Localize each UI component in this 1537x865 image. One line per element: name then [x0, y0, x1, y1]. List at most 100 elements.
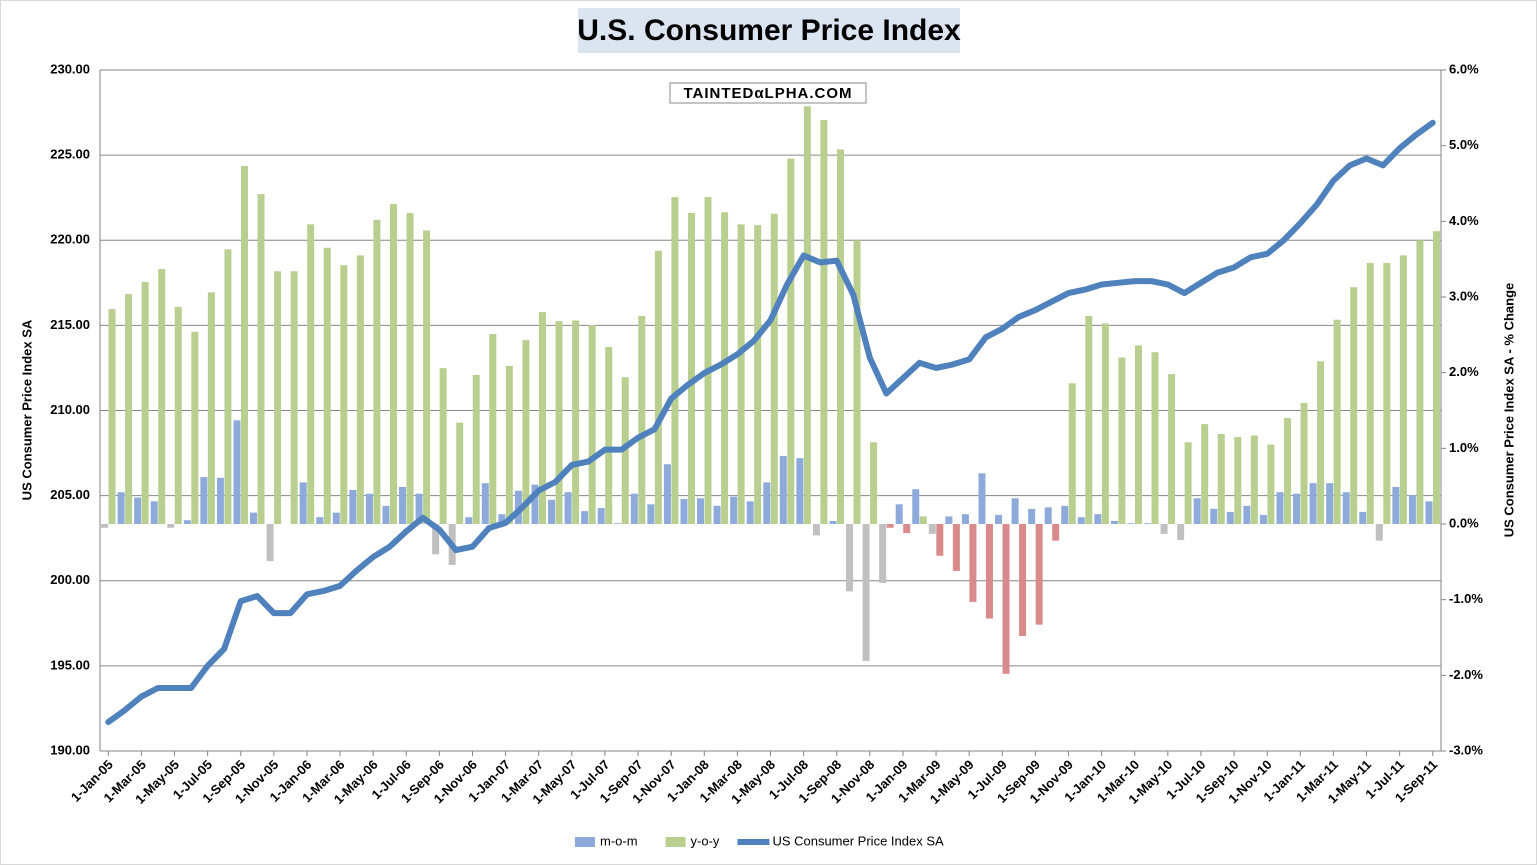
bar: [498, 514, 506, 524]
bar: [870, 442, 878, 524]
bar: [117, 492, 125, 524]
bar: [1416, 240, 1424, 524]
bar: [183, 520, 191, 524]
bar: [687, 213, 695, 524]
y2-tick-label: 0.0%: [1449, 515, 1479, 530]
bar: [820, 119, 828, 524]
legend-label: US Consumer Price Index SA: [772, 833, 944, 848]
bar: [439, 368, 447, 524]
bar: [1144, 523, 1152, 524]
bar: [697, 498, 705, 524]
bar: [1300, 402, 1308, 524]
bar: [605, 346, 613, 524]
line: [105, 119, 1436, 726]
bar: [1077, 517, 1085, 524]
y2-tick-label: 6.0%: [1449, 61, 1479, 76]
y-tick-label: 190.00: [50, 742, 90, 757]
bar: [250, 512, 258, 524]
bar: [316, 517, 324, 524]
bar: [1359, 511, 1367, 524]
y-tick-label: 225.00: [50, 147, 90, 162]
bar: [1151, 352, 1159, 524]
bar: [332, 512, 340, 524]
bar: [1210, 508, 1218, 524]
bar: [266, 524, 274, 562]
bar: [365, 493, 373, 524]
bar: [1118, 357, 1126, 524]
bar: [1317, 361, 1325, 524]
y2-tick-label: 4.0%: [1449, 213, 1479, 228]
bar: [614, 523, 622, 524]
bar: [200, 477, 208, 524]
bar: [216, 477, 224, 524]
legend-swatch: [665, 837, 686, 847]
y-tick-label: 200.00: [50, 572, 90, 587]
bar: [779, 455, 787, 524]
bar: [1035, 524, 1043, 625]
bar: [174, 306, 182, 524]
bar: [522, 340, 530, 524]
bar: [1342, 492, 1350, 524]
y2-tick-label: -2.0%: [1449, 667, 1483, 682]
bar: [746, 501, 754, 524]
bar: [763, 482, 771, 524]
bar: [1425, 501, 1433, 524]
bar: [481, 483, 489, 524]
bar: [1002, 524, 1010, 674]
y2-tick-label: -1.0%: [1449, 591, 1483, 606]
bar: [638, 315, 646, 524]
bar: [846, 524, 854, 592]
bar: [1177, 524, 1185, 540]
bar: [1028, 508, 1036, 524]
bar: [945, 516, 953, 524]
bar: [505, 365, 513, 524]
bar: [233, 420, 241, 524]
bar: [680, 499, 688, 524]
bar: [812, 524, 820, 536]
bar: [389, 203, 397, 524]
bar: [456, 422, 464, 524]
bar: [158, 269, 166, 524]
bar: [630, 493, 638, 524]
bar: [1333, 319, 1341, 524]
bar: [1019, 524, 1027, 636]
bar: [224, 249, 232, 524]
y-tick-label: 210.00: [50, 402, 90, 417]
bar: [323, 247, 331, 525]
y-tick-label: 215.00: [50, 317, 90, 332]
y2-tick-label: 5.0%: [1449, 137, 1479, 152]
bar: [1226, 511, 1234, 524]
bar: [713, 505, 721, 524]
bar: [432, 524, 440, 555]
bar: [862, 524, 870, 661]
bar: [588, 324, 596, 524]
legend-label: m-o-m: [600, 833, 638, 848]
bar: [489, 334, 497, 524]
bar: [1383, 262, 1391, 524]
bar: [1094, 514, 1102, 524]
bar: [1392, 486, 1400, 524]
bar: [1068, 383, 1076, 524]
legend-swatch: [575, 837, 595, 847]
bar: [564, 492, 572, 524]
watermark: TAINTEDαLPHA.COM: [683, 85, 852, 102]
bar: [1011, 498, 1019, 524]
bar: [787, 158, 795, 524]
bar: [1184, 442, 1192, 524]
y-tick-label: 205.00: [50, 487, 90, 502]
bar: [108, 309, 116, 524]
bar: [125, 293, 133, 524]
bar: [399, 486, 407, 524]
bar: [290, 271, 298, 524]
bar: [1432, 231, 1440, 525]
bar: [1293, 493, 1301, 524]
bar: [903, 524, 911, 534]
bar: [796, 458, 804, 524]
y-axis-title: US Consumer Price Index SA: [19, 319, 34, 500]
y2-tick-label: -3.0%: [1449, 742, 1483, 757]
bar: [1276, 492, 1284, 524]
bar: [406, 213, 414, 524]
bar: [1217, 433, 1225, 524]
bar: [754, 225, 762, 524]
